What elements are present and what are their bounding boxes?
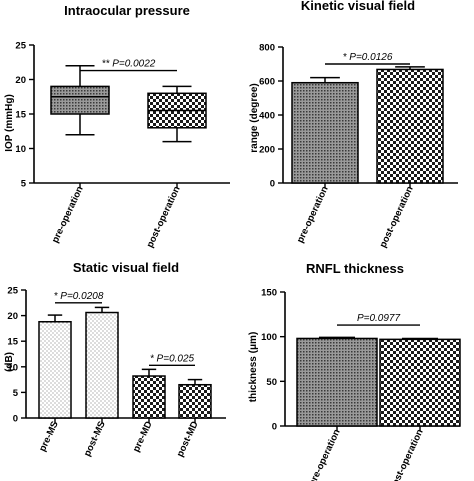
chart-title: Static visual field [73, 260, 179, 275]
x-tick-label: pre-operation [295, 184, 331, 244]
plot-area: 0 5 10 15 20 25 pre-MS post-MS pre-MD post-MD * P=… [7, 286, 226, 459]
bar [379, 338, 461, 427]
chart-title: RNFL thickness [306, 261, 404, 276]
plot-area: 0 200 400 600 800 pre-operation post-operation… [259, 43, 458, 250]
y-tick-label: 0 [13, 414, 18, 425]
chart-title: Kinetic visual field [301, 0, 415, 13]
significance-label: ** P=0.0022 [102, 59, 156, 70]
y-tick-label: 400 [259, 111, 275, 122]
y-tick-label: 800 [259, 43, 275, 54]
x-tick-label: post-operation [388, 427, 426, 481]
y-tick-label: 15 [7, 337, 18, 348]
y-tick-label: 20 [15, 75, 26, 86]
y-axis-label: (dB) [4, 352, 15, 372]
panel-rnfl-thickness: RNFL thickness thickness (μm) 0 50 100 150 p… [248, 261, 461, 481]
bar [296, 337, 378, 427]
x-tick-label: post-operation [378, 184, 416, 249]
x-tick-label: pre-MS [37, 420, 61, 454]
chart-title: Intraocular pressure [64, 3, 190, 18]
y-tick-label: 10 [15, 144, 26, 155]
bar [376, 68, 444, 184]
x-tick-label: pre-operation [50, 184, 86, 244]
y-tick-label: 20 [7, 311, 18, 322]
y-tick-label: 5 [13, 388, 19, 399]
y-tick-label: 600 [259, 77, 275, 88]
y-tick-label: 0 [272, 422, 277, 433]
x-tick-label: pre-MD [131, 420, 155, 454]
significance-label: P=0.0977 [357, 313, 401, 324]
x-tick-label: post-MS [82, 420, 108, 459]
bar [178, 383, 212, 419]
y-tick-label: 0 [270, 179, 275, 190]
y-tick-label: 15 [15, 110, 26, 121]
y-tick-label: 25 [15, 41, 26, 52]
y-tick-label: 25 [7, 286, 18, 297]
panel-kinetic-visual-field: Kinetic visual field range (degree) 0 200… [249, 0, 458, 250]
bar [85, 311, 119, 419]
bar [38, 320, 72, 419]
significance-label: * P=0.025 [150, 353, 195, 364]
y-tick-label: 200 [259, 145, 275, 156]
y-tick-label: 5 [21, 179, 27, 190]
y-tick-label: 50 [266, 377, 277, 388]
bar [291, 81, 359, 184]
plot-area: 0 50 100 150 pre-operation post-operation P=0.… [261, 288, 461, 481]
significance-label: * P=0.0208 [54, 291, 104, 302]
box [50, 85, 110, 115]
y-tick-label: 100 [261, 332, 277, 343]
x-tick-label: post-MD [175, 420, 201, 459]
x-tick-label: pre-operation [307, 427, 343, 481]
significance-label: * P=0.0126 [343, 52, 393, 63]
y-axis-label: thickness (μm) [248, 332, 259, 403]
x-tick-label: post-operation [145, 184, 183, 249]
y-axis-label: range (degree) [249, 83, 260, 152]
plot-area: 5 10 15 20 25 pre-operation post-operation ** P… [15, 41, 230, 250]
panel-static-visual-field: Static visual field (dB) 0 5 10 15 20 25 pre-M… [4, 260, 226, 459]
y-axis-label: IOP (mmHg) [4, 94, 15, 152]
panel-intraocular-pressure: Intraocular pressure IOP (mmHg) 5 10 15 20 2… [4, 3, 230, 250]
bar [132, 375, 166, 419]
y-tick-label: 10 [7, 362, 18, 373]
y-tick-label: 150 [261, 288, 277, 299]
